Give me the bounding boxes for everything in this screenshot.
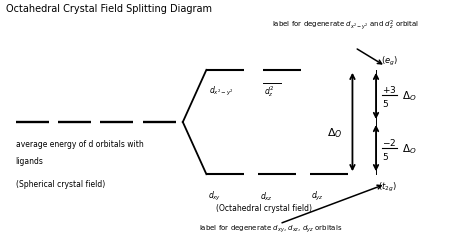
Text: $\Delta_O$: $\Delta_O$: [327, 126, 342, 139]
Text: $d_{xy}$: $d_{xy}$: [208, 189, 221, 202]
Text: average energy of d orbitals with: average energy of d orbitals with: [16, 140, 143, 149]
Text: $(t_{2g})$: $(t_{2g})$: [378, 180, 397, 193]
Text: $\Delta_O$: $\Delta_O$: [402, 88, 417, 102]
Text: Octahedral Crystal Field Splitting Diagram: Octahedral Crystal Field Splitting Diagr…: [6, 4, 212, 14]
Text: $+3$: $+3$: [382, 84, 396, 95]
Text: $d_{yz}$: $d_{yz}$: [311, 189, 324, 202]
Text: label for degenerate $d_{x^2-y^2}$ and $d_z^2$ orbital: label for degenerate $d_{x^2-y^2}$ and $…: [273, 19, 419, 32]
Text: $d_{xz}$: $d_{xz}$: [260, 189, 273, 202]
Text: (Octahedral crystal field): (Octahedral crystal field): [216, 203, 312, 212]
Text: (Spherical crystal field): (Spherical crystal field): [16, 180, 105, 188]
Text: $d_z^2$: $d_z^2$: [264, 84, 274, 99]
Text: $-2$: $-2$: [382, 137, 396, 148]
Text: ligands: ligands: [16, 156, 44, 165]
Text: $(e_g)$: $(e_g)$: [381, 54, 398, 67]
Text: $d_{x^2-y^2}$: $d_{x^2-y^2}$: [209, 84, 234, 97]
Text: label for degenerate $d_{xy}$, $d_{xz}$, $d_{yz}$ orbitals: label for degenerate $d_{xy}$, $d_{xz}$,…: [199, 222, 343, 234]
Text: $5$: $5$: [382, 97, 389, 108]
Text: $5$: $5$: [382, 150, 389, 162]
Text: $\Delta_O$: $\Delta_O$: [402, 142, 417, 155]
